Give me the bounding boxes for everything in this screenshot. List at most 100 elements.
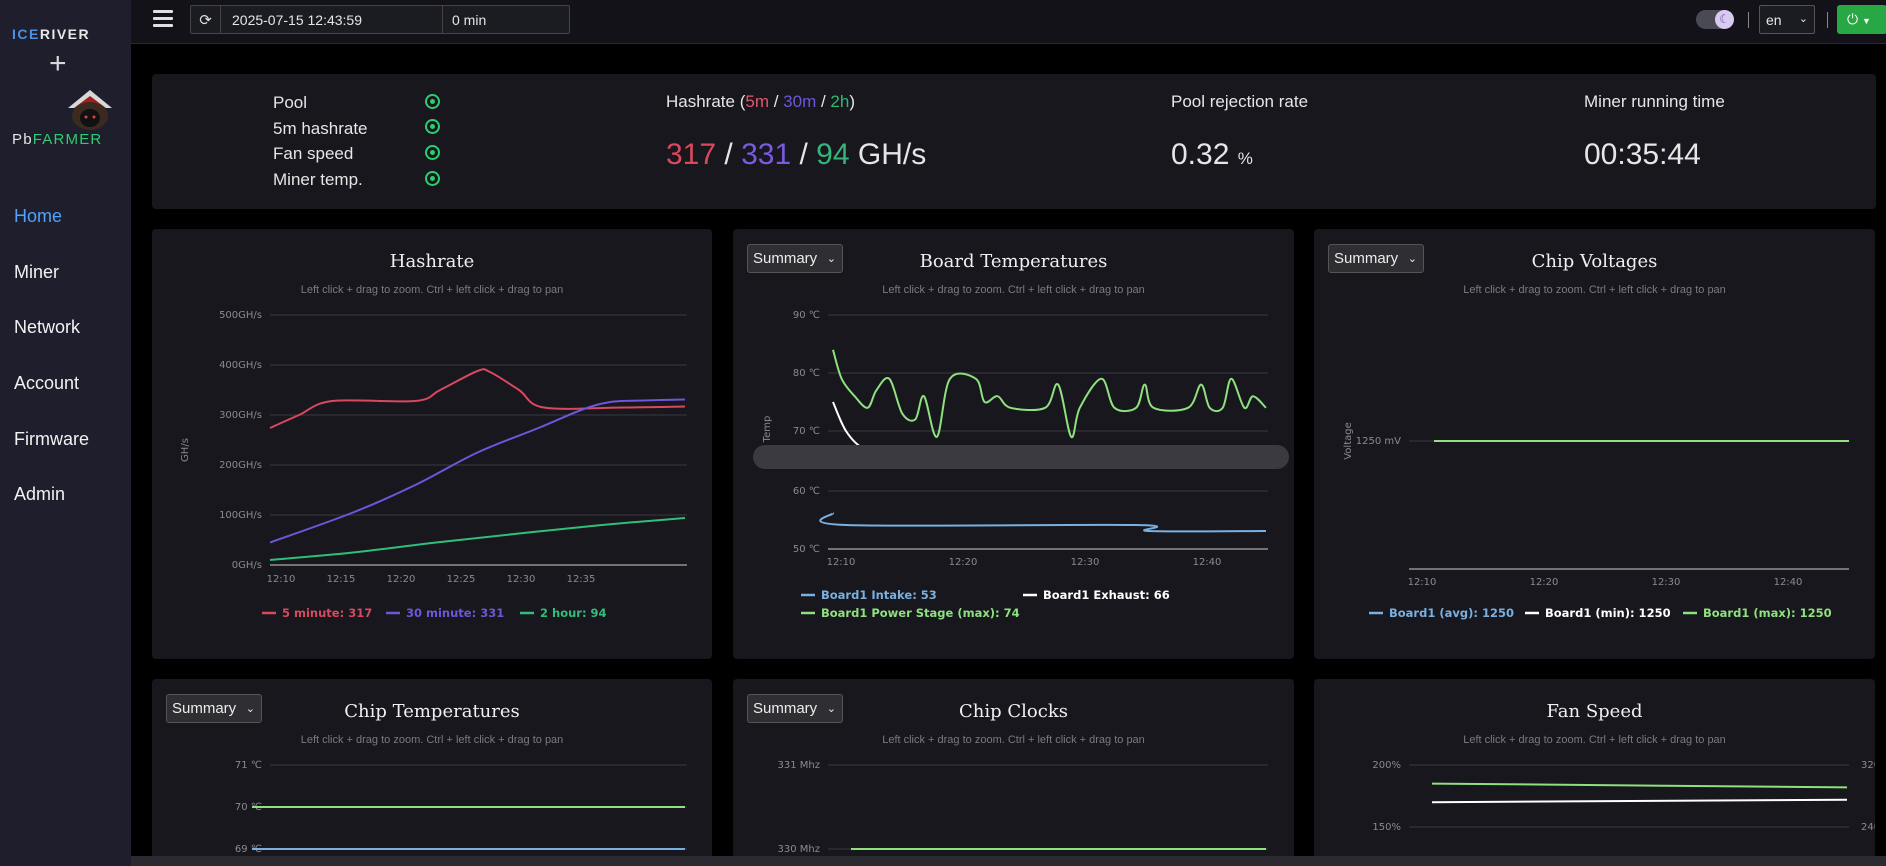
scroll-handle[interactable] [753,445,1289,469]
x-tick-label: 12:10 [267,574,296,585]
hashrate-title-suffix: ) [849,92,856,111]
x-tick-label: 12:10 [827,557,856,568]
y-tick-label: 70 ℃ [235,802,262,813]
nav-firmware[interactable]: Firmware [14,429,89,449]
chart-title: Board Temperatures [919,251,1108,272]
rejection-number: 0.32 [1171,138,1230,171]
hashrate-30m-value: 331 [741,138,792,171]
language-select[interactable]: en ⌄ [1759,5,1815,34]
x-tick-label: 12:20 [949,557,978,568]
hashrate-chart[interactable]: 500GH/s 400GH/s 300GH/s 200GH/s 100GH/s 0GH/s… [152,229,712,659]
chart-hint: Left click + drag to zoom. Ctrl + left c… [300,284,564,296]
hashrate-title-30m: 30m [783,92,817,111]
y-tick-label: 69 ℃ [235,844,262,855]
x-tick-label: 12:30 [1652,577,1681,588]
chip-voltages-panel: Chip Voltages Left click + drag to zoom.… [1314,229,1875,659]
chip-temperatures-chart[interactable]: 71 ℃ 70 ℃ 69 ℃ [152,679,712,866]
refresh-interval-input[interactable]: 0 min [442,6,570,33]
horizontal-scrollbar[interactable] [131,856,1886,866]
y-tick-label-right: 2400 [1861,822,1875,833]
legend-item: Board1 Intake: 53 [821,588,937,602]
language-value: en [1766,12,1782,28]
summary-select[interactable]: Summary ⌄ [1328,244,1424,273]
y-tick-label: 200GH/s [219,460,262,471]
legend-item: 5 minute: 317 [282,606,372,620]
status-label-5m-hashrate: 5m hashrate [273,119,368,138]
chart-title: Chip Clocks [959,701,1068,722]
chart-title: Chip Voltages [1531,251,1658,272]
nav-account[interactable]: Account [14,373,80,393]
chevron-down-icon: ⌄ [1798,13,1808,25]
summary-select[interactable]: Summary ⌄ [166,694,262,723]
series-line-fan-min [1431,798,1848,804]
series-line-2-hour [269,517,686,561]
pbfarmer-logo-b: FARMER [32,131,103,148]
hashrate-chart-panel: Hashrate Left click + drag to zoom. Ctrl… [152,229,712,659]
y-tick-label: 331 Mhz [778,760,820,771]
runtime-title: Miner running time [1584,92,1725,111]
chart-hint: Left click + drag to zoom. Ctrl + left c… [300,734,564,746]
y-tick-label: 1250 mV [1356,436,1401,447]
chip-clocks-panel: Chip Clocks Left click + drag to zoom. C… [733,679,1294,866]
status-label-pool: Pool [273,93,308,112]
status-ok-icon [425,94,440,109]
rejection-title: Pool rejection rate [1171,92,1309,111]
chevron-down-icon: ⌄ [245,703,255,715]
y-tick-label: 300GH/s [219,410,262,421]
chip-voltages-chart[interactable]: 1250 mV 12:10 12:20 12:30 12:40 Voltage Boar… [1314,229,1875,659]
y-tick-label: 0GH/s [232,560,262,571]
x-tick-label: 12:25 [447,574,476,585]
runtime-value: 00:35:44 [1584,138,1701,171]
hashrate-5m-value: 317 [666,138,717,171]
y-tick-label: 50 ℃ [793,544,820,555]
fan-speed-chart[interactable]: 200% 150% 3200 2400 [1314,679,1875,866]
hamburger-menu-icon[interactable] [153,10,173,28]
x-tick-label: 12:20 [1530,577,1559,588]
series-line-board1-power-stage-max- [832,349,1267,439]
divider [1827,12,1828,28]
y-tick-label: 500GH/s [219,310,262,321]
legend-item: Board1 Exhaust: 66 [1043,588,1170,602]
y-tick-label: 80 ℃ [793,368,820,379]
y-tick-label: 70 ℃ [793,426,820,437]
hashrate-title-2h: 2h [830,92,850,111]
y-tick-label: 90 ℃ [793,310,820,321]
series-line-30-minute [269,398,686,544]
board-temperatures-chart[interactable]: 90 ℃ 80 ℃ 70 ℃ 60 ℃ 50 ℃ 12:10 12:20 12:30 12:40… [733,229,1294,659]
x-tick-label: 12:40 [1193,557,1222,568]
y-tick-label: 200% [1372,760,1401,771]
rejection-value: 0.32 % [1171,138,1253,172]
fan-speed-panel: Fan Speed Left click + drag to zoom. Ctr… [1314,679,1875,866]
status-ok-icon [425,119,440,134]
x-tick-label: 12:30 [507,574,536,585]
board-temperatures-panel: Board Temperatures Left click + drag to … [733,229,1294,659]
power-icon: ⏻ [1847,11,1859,27]
x-tick-label: 12:35 [567,574,596,585]
y-axis-label: GH/s [180,438,191,462]
nav-home[interactable]: Home [14,206,63,226]
iceriver-logo-a: ICE [12,26,40,42]
x-tick-label: 12:20 [387,574,416,585]
refresh-icon[interactable]: ⟳ [191,6,221,33]
y-tick-label: 71 ℃ [235,760,262,771]
nav-admin[interactable]: Admin [14,484,66,504]
hashrate-unit: GH/s [857,138,927,171]
sidebar: ICERIVER + PbFARMER Home Miner Network A… [0,0,131,866]
x-tick-label: 12:30 [1071,557,1100,568]
hashrate-title: Hashrate (5m / 30m / 2h) [666,92,856,111]
theme-toggle[interactable]: ☾ [1696,10,1734,29]
status-card [152,74,1876,209]
chart-title: Fan Speed [1546,701,1643,722]
nav-network[interactable]: Network [14,317,81,337]
power-button[interactable]: ⏻ ▼ [1837,5,1886,34]
chart-hint: Left click + drag to zoom. Ctrl + left c… [1463,734,1726,746]
y-tick-label: 330 Mhz [778,844,820,855]
nav-miner[interactable]: Miner [14,262,60,282]
summary-select[interactable]: Summary ⌄ [747,694,843,723]
summary-select[interactable]: Summary ⌄ [747,244,843,273]
legend-item: Board1 (avg): 1250 [1389,606,1514,620]
summary-value: Summary [753,250,818,267]
chip-clocks-chart[interactable]: 331 Mhz 330 Mhz [733,679,1294,866]
pbfarmer-logo: PbFARMER [12,131,102,148]
y-tick-label: 400GH/s [219,360,262,371]
